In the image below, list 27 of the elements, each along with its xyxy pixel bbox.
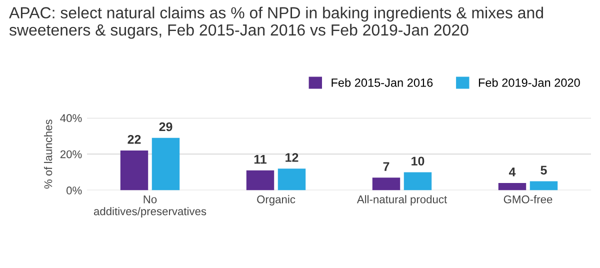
bar <box>372 178 400 190</box>
y-axis-title: % of launches <box>44 120 52 189</box>
chart-title: APAC: select natural claims as % of NPD in baking ingredients & mixes and sweeteners & sugars, Feb 2015-Jan 2016 vs Feb 2019-Jan 2020 <box>9 6 543 39</box>
y-tick-label: 0% <box>66 186 82 194</box>
bar <box>120 150 148 190</box>
legend-label: Feb 2015-Jan 2016 <box>332 78 433 87</box>
data-label: 22 <box>128 134 141 144</box>
legend-label: Feb 2019-Jan 2020 <box>478 78 580 87</box>
x-tick-label: No additives/preservatives <box>94 196 206 218</box>
bar <box>530 181 558 190</box>
y-tick-label: 20% <box>60 150 82 158</box>
data-label: 10 <box>412 156 424 166</box>
bar <box>278 168 306 190</box>
data-label: 29 <box>159 122 172 132</box>
data-label: 7 <box>383 162 390 171</box>
bar <box>152 138 180 190</box>
x-tick-label: GMO-free <box>504 195 552 204</box>
data-label: 4 <box>508 168 516 176</box>
bar <box>246 170 274 190</box>
data-label: 5 <box>540 166 547 175</box>
x-tick-label: Organic <box>257 195 296 206</box>
bar <box>404 172 432 190</box>
bar <box>498 183 526 190</box>
data-label: 12 <box>286 153 298 162</box>
x-tick-label: All-natural product <box>356 195 448 206</box>
data-label: 11 <box>254 155 267 164</box>
y-tick-label: 40% <box>60 114 82 122</box>
